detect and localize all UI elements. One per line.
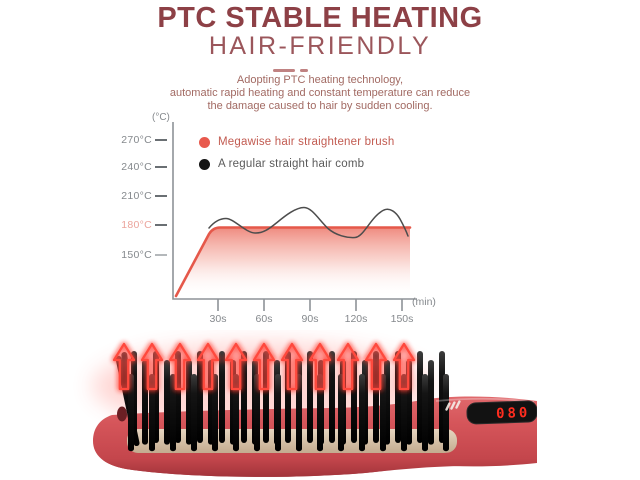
divider (0, 62, 610, 73)
display-digits: 080 (496, 405, 531, 422)
description-line: Adopting PTC heating technology, (236, 74, 404, 86)
hair-straightener-brush: 080 (92, 342, 537, 477)
description-line: automatic rapid heating and constant tem… (169, 87, 471, 99)
description: Adopting PTC heating technology, automat… (0, 74, 640, 113)
x-tick-label: 30s (209, 313, 227, 325)
series-brush-area (176, 227, 410, 296)
description-line: the damage caused to hair by sudden cool… (207, 100, 433, 112)
x-tick-marks (217, 299, 403, 311)
header: PTC STABLE HEATING HAIR-FRIENDLY Adoptin… (0, 0, 640, 113)
temperature-display: 080 (466, 400, 537, 425)
y-axis-unit-label: (°C) (152, 112, 170, 123)
series-brush-line (174, 226, 412, 298)
legend-label: A regular straight hair comb (218, 158, 365, 170)
legend-dot-icon (199, 136, 210, 148)
x-tick-label: 60s (255, 313, 273, 325)
x-tick-label: 150s (390, 313, 414, 325)
divider-dash-icon (272, 69, 295, 73)
y-tick-label-highlighted: 180°C (121, 219, 152, 231)
y-tick-label: 240°C (121, 161, 152, 173)
line-chart (155, 122, 417, 311)
y-tick-label: 270°C (121, 134, 152, 146)
legend-dot-icon (199, 158, 210, 170)
y-tick-label: 150°C (121, 249, 152, 261)
x-axis-unit-label: (min) (412, 296, 436, 308)
brush-front-rim (100, 451, 460, 477)
x-tick-label: 90s (301, 313, 319, 325)
divider-dot-icon (299, 69, 308, 73)
y-tick-marks (155, 139, 167, 256)
series-comb-line (208, 206, 409, 239)
x-tick-label: 120s (344, 313, 368, 325)
legend-label: Megawise hair straightener brush (218, 136, 395, 148)
page-subtitle: HAIR-FRIENDLY (208, 32, 432, 60)
page-title: PTC STABLE HEATING (157, 2, 483, 34)
legend-item-brush: Megawise hair straightener brush (199, 136, 394, 148)
legend-item-comb: A regular straight hair comb (199, 158, 364, 170)
chart-axes (172, 122, 417, 300)
vent-marks-icon (445, 400, 461, 411)
brush-pin-hole (117, 406, 127, 422)
y-tick-label: 210°C (121, 190, 152, 202)
